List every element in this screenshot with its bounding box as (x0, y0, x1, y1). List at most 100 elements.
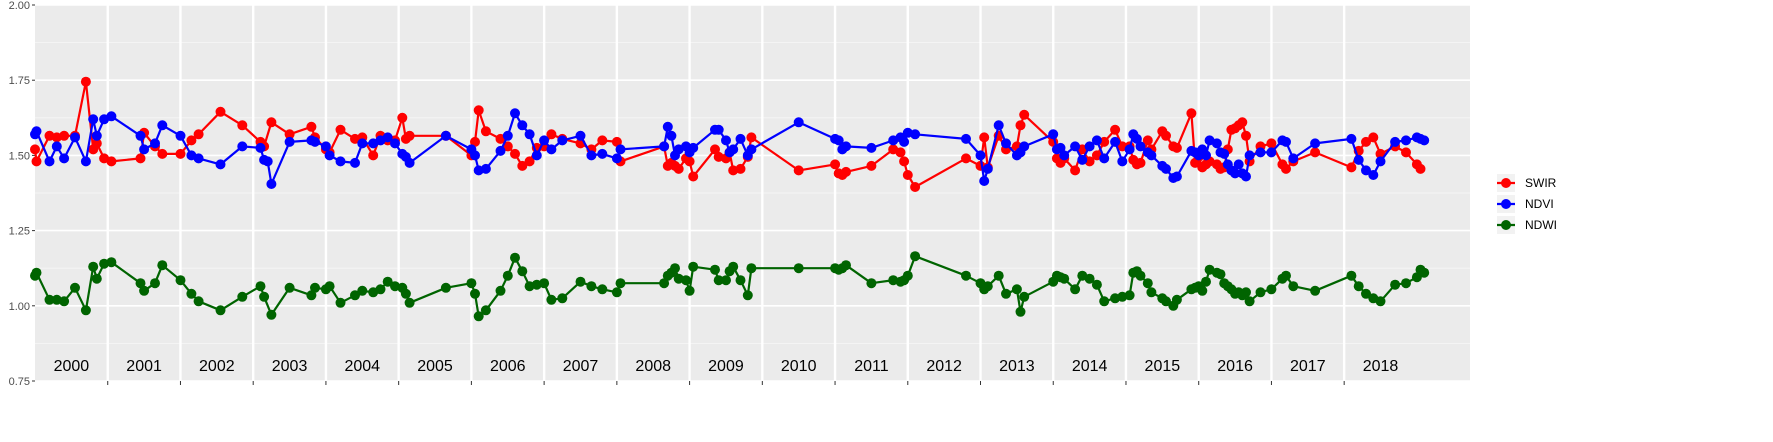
data-point-ndvi (495, 145, 506, 156)
data-point-ndwi (1201, 276, 1211, 287)
data-point-ndwi (310, 282, 320, 293)
data-point-swir (673, 163, 684, 174)
data-point-ndvi (175, 130, 186, 141)
data-point-ndwi (728, 261, 739, 272)
data-point-ndvi (615, 144, 626, 155)
data-point-ndvi (470, 150, 480, 161)
data-point-ndwi (440, 282, 451, 293)
data-point-ndwi (597, 284, 608, 295)
data-point-swir (175, 148, 186, 159)
data-point-swir (368, 150, 379, 161)
data-point-swir (611, 136, 622, 147)
data-point-swir (1237, 117, 1248, 128)
data-point-ndvi (793, 117, 804, 128)
data-point-ndwi (1146, 287, 1157, 298)
data-point-ndwi (1124, 290, 1135, 301)
data-point-ndvi (1171, 171, 1182, 182)
data-point-ndwi (1099, 296, 1110, 307)
data-point-ndvi (80, 156, 91, 167)
data-point-swir (899, 156, 910, 167)
data-point-ndvi (666, 130, 677, 141)
data-point-ndvi (975, 150, 986, 161)
data-point-ndwi (237, 291, 248, 302)
data-point-ndvi (688, 142, 699, 153)
data-point-ndwi (473, 311, 484, 322)
legend-item-ndwi: NDWI (1497, 216, 1557, 234)
data-point-ndwi (1001, 288, 1011, 299)
data-point-swir (1161, 130, 1171, 141)
y-tick-label: 1.75 (9, 75, 30, 87)
data-point-swir (793, 165, 804, 176)
data-point-ndvi (1059, 150, 1070, 161)
data-point-swir (266, 117, 277, 128)
data-point-ndvi (255, 142, 266, 153)
data-point-ndwi (382, 276, 393, 287)
data-point-swir (1361, 136, 1371, 147)
data-point-ndwi (1241, 287, 1251, 298)
data-point-swir (1019, 109, 1030, 120)
data-point-ndvi (557, 135, 568, 146)
data-point-swir (157, 148, 168, 159)
data-point-ndwi (557, 293, 568, 304)
data-point-swir (961, 153, 971, 164)
data-point-swir (306, 121, 317, 132)
data-point-swir (135, 153, 146, 164)
data-point-swir (470, 136, 480, 147)
data-point-swir (866, 160, 877, 171)
data-point-ndwi (495, 285, 506, 296)
data-point-swir (684, 156, 695, 167)
data-point-ndvi (404, 157, 415, 168)
data-point-ndwi (1015, 306, 1026, 317)
data-point-swir (1415, 163, 1426, 174)
data-point-swir (1310, 147, 1321, 158)
data-point-ndwi (70, 282, 80, 293)
year-label: 2001 (126, 358, 162, 375)
data-point-ndvi (324, 150, 335, 161)
year-dividers (106, 5, 1346, 381)
data-point-ndwi (375, 284, 386, 295)
data-point-ndvi (1019, 141, 1030, 152)
data-point-ndvi (1055, 142, 1066, 153)
data-point-ndwi (546, 294, 557, 305)
data-point-ndvi (510, 108, 520, 119)
data-point-ndvi (1099, 153, 1110, 164)
data-point-ndvi (382, 132, 393, 143)
y-tick-label: 1.50 (9, 150, 30, 162)
y-tick-label: 1.00 (9, 301, 30, 313)
data-point-ndwi (186, 288, 197, 299)
data-point-ndwi (575, 276, 586, 287)
series-ndwi (30, 251, 1430, 322)
data-point-ndvi (1401, 135, 1411, 146)
data-point-ndvi (357, 138, 368, 149)
data-point-ndvi (390, 138, 400, 149)
data-point-ndvi (662, 121, 673, 132)
data-point-swir (1142, 135, 1153, 146)
data-point-ndwi (106, 257, 117, 268)
year-label: 2016 (1217, 358, 1253, 375)
data-point-ndvi (659, 141, 670, 152)
year-label: 2005 (417, 358, 453, 375)
data-point-ndvi (88, 114, 99, 125)
legend-label: NDVI (1525, 197, 1554, 211)
data-point-ndvi (1211, 138, 1222, 149)
data-point-ndwi (400, 288, 411, 299)
data-point-ndvi (982, 163, 993, 174)
data-point-swir (910, 182, 921, 192)
data-point-ndvi (1077, 154, 1088, 165)
data-point-ndvi (899, 136, 910, 147)
data-point-ndvi (150, 138, 160, 149)
data-point-swir (480, 126, 491, 137)
data-point-ndwi (1135, 270, 1146, 281)
data-point-ndwi (1091, 279, 1102, 290)
data-point-ndwi (59, 296, 70, 307)
data-point-ndvi (993, 120, 1004, 131)
data-point-ndvi (546, 144, 557, 155)
data-point-ndwi (1059, 273, 1070, 284)
data-point-ndvi (961, 133, 971, 144)
data-point-swir (597, 135, 608, 146)
data-point-ndvi (1346, 133, 1357, 144)
data-point-ndvi (841, 141, 851, 152)
year-label: 2004 (344, 358, 380, 375)
data-point-ndwi (993, 270, 1004, 281)
data-point-ndvi (1233, 159, 1244, 170)
